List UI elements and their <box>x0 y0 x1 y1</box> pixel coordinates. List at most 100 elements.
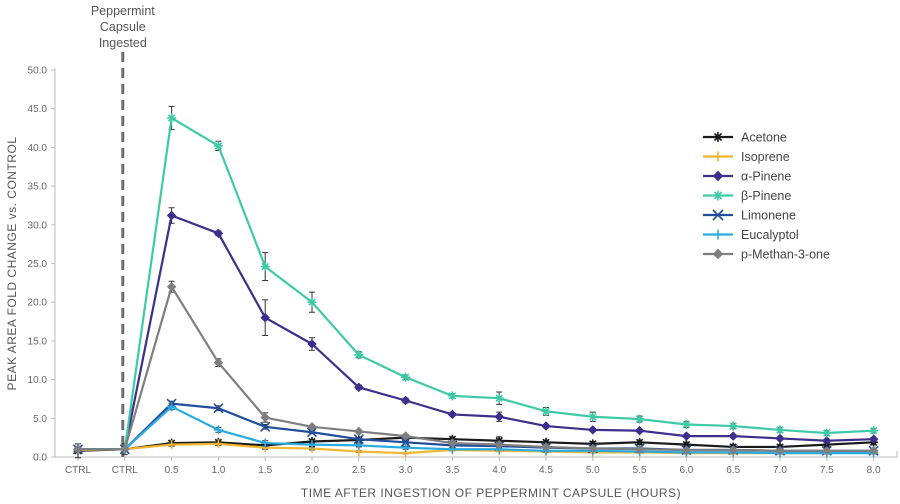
data-point <box>213 439 223 449</box>
y-tick-label: 25.0 <box>28 259 48 270</box>
x-tick-label: 3.5 <box>445 465 459 476</box>
data-point <box>713 190 723 201</box>
y-tick-label: 0.0 <box>33 453 47 464</box>
legend-item: p-Methan-3-one <box>703 248 830 262</box>
annotation-line-3: Ingested <box>99 36 147 50</box>
x-axis-title: TIME AFTER INGESTION OF PEPPERMINT CAPSU… <box>301 486 681 500</box>
data-point <box>713 132 723 142</box>
series-layer <box>72 105 879 459</box>
legend-item: β-Pinene <box>703 189 791 203</box>
x-tick-label: 4.5 <box>539 465 553 476</box>
x-tick-label: 7.5 <box>820 465 834 476</box>
data-point <box>775 445 785 456</box>
series-line <box>78 116 874 451</box>
data-point <box>494 393 504 403</box>
y-tick-label: 10.0 <box>28 375 48 386</box>
legend-label: β-Pinene <box>741 189 791 203</box>
data-point <box>587 425 598 435</box>
legend-item: α-Pinene <box>703 170 791 184</box>
data-point <box>307 339 317 349</box>
data-point <box>635 414 645 424</box>
data-point <box>447 438 458 448</box>
data-point <box>869 426 879 436</box>
data-point <box>868 434 879 445</box>
x-tick-label: 1.0 <box>211 465 225 476</box>
data-point <box>447 409 458 420</box>
data-point <box>353 434 364 445</box>
data-point <box>213 403 224 414</box>
data-point <box>306 427 318 438</box>
legend-label: Isoprene <box>741 150 790 164</box>
data-point <box>167 440 177 450</box>
data-point <box>353 426 364 437</box>
x-tick-label: 7.0 <box>773 465 787 476</box>
data-point <box>213 228 224 239</box>
data-point <box>541 442 551 452</box>
y-tick-label: 35.0 <box>28 182 48 193</box>
legend-item: Isoprene <box>703 150 790 164</box>
legend: Acetone Isoprene α-Pinene β-Pinene Limonene E… <box>703 131 830 262</box>
x-tick-label: CTRL <box>112 465 139 476</box>
data-point <box>166 281 177 292</box>
data-point <box>681 445 692 455</box>
data-point <box>307 440 317 450</box>
data-point <box>73 444 83 455</box>
legend-label: α-Pinene <box>741 170 791 184</box>
data-point <box>260 438 270 448</box>
legend-label: Eucalyptol <box>741 228 799 242</box>
x-tick-label: 6.0 <box>679 465 693 476</box>
data-point <box>712 248 724 260</box>
annotation-line-2: Capsule <box>100 20 146 34</box>
data-point <box>588 412 598 422</box>
data-point <box>167 402 177 412</box>
data-point <box>713 229 723 240</box>
data-point <box>260 421 271 432</box>
x-tick-label: 0.5 <box>165 465 179 476</box>
y-tick-label: 50.0 <box>28 66 48 77</box>
series-eucalyptol <box>73 402 879 458</box>
annotation-line-1: Peppermint <box>91 4 155 18</box>
data-point <box>821 435 832 446</box>
data-point <box>119 444 130 455</box>
series-line <box>78 285 874 452</box>
data-point <box>635 437 645 447</box>
y-tick-label: 40.0 <box>28 143 48 154</box>
legend-label: p-Methan-3-one <box>741 248 830 262</box>
data-point <box>494 439 505 450</box>
plot-frame <box>54 68 898 458</box>
legend-item: Limonene <box>703 209 796 223</box>
data-point <box>681 440 691 450</box>
data-point <box>353 382 364 393</box>
x-tick-label: 5.0 <box>586 465 600 476</box>
data-point <box>400 437 411 448</box>
data-point <box>354 440 364 450</box>
x-tick-label: 5.5 <box>633 465 647 476</box>
legend-item: Eucalyptol <box>703 228 799 242</box>
x-tick-label: 3.0 <box>399 465 413 476</box>
data-point <box>775 433 785 444</box>
x-tick-label: 6.5 <box>726 465 740 476</box>
data-point <box>213 357 224 368</box>
data-point <box>728 421 738 431</box>
y-axis: 0.0 5.0 10.0 15.0 20.0 25.0 30.0 35.0 40.0 45.0 50… <box>28 66 55 464</box>
x-axis: CTRL CTRL 0.5 1.0 1.5 2.0 2.5 3.0 3.5 4.0 4.5 5.0 5.… <box>65 457 881 476</box>
y-axis-title: PEAK AREA FOLD CHANGE vs. CONTROL <box>5 137 19 391</box>
x-tick-label: 4.0 <box>492 465 506 476</box>
y-tick-label: 30.0 <box>28 220 48 231</box>
y-tick-label: 45.0 <box>28 104 48 115</box>
data-point <box>400 395 411 406</box>
data-point <box>167 113 177 123</box>
ingestion-marker: Peppermint Capsule Ingested <box>91 4 155 457</box>
data-point <box>868 445 879 456</box>
data-point <box>447 391 457 401</box>
data-point <box>821 445 832 456</box>
data-point <box>728 431 739 441</box>
legend-item: Acetone <box>703 131 787 145</box>
data-point <box>634 444 645 455</box>
data-point <box>401 443 411 453</box>
data-point <box>822 428 832 438</box>
series-line <box>78 405 874 455</box>
x-tick-label: CTRL <box>65 465 92 476</box>
data-point <box>728 445 739 455</box>
